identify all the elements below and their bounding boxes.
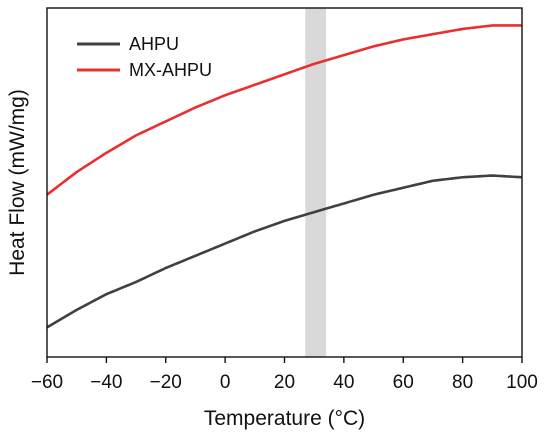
x-tick-label: −40 xyxy=(90,372,122,393)
shaded-region xyxy=(305,8,327,357)
y-axis-title: Heat Flow (mW/mg) xyxy=(6,89,29,276)
series-line-mx-ahpu xyxy=(46,24,522,196)
legend: AHPU MX-AHPU xyxy=(77,34,212,80)
x-tick-label: 80 xyxy=(452,372,473,393)
legend-label-ahpu: AHPU xyxy=(129,34,179,54)
x-tick-label: 100 xyxy=(506,372,538,393)
x-tick-label: 20 xyxy=(274,372,295,393)
legend-label-mx-ahpu: MX-AHPU xyxy=(129,60,212,80)
x-axis-title: Temperature (°C) xyxy=(204,407,365,430)
x-ticks: −60 −40 −20 0 20 40 60 80 100 xyxy=(31,357,538,393)
x-tick-label: 60 xyxy=(393,372,414,393)
series-line-ahpu xyxy=(46,174,523,329)
series-layer xyxy=(46,24,523,329)
plot-frame xyxy=(46,7,523,358)
x-tick-label: −60 xyxy=(31,372,63,393)
x-tick-label: 0 xyxy=(220,372,231,393)
x-tick-label: −20 xyxy=(150,372,182,393)
x-tick-label: 40 xyxy=(333,372,354,393)
